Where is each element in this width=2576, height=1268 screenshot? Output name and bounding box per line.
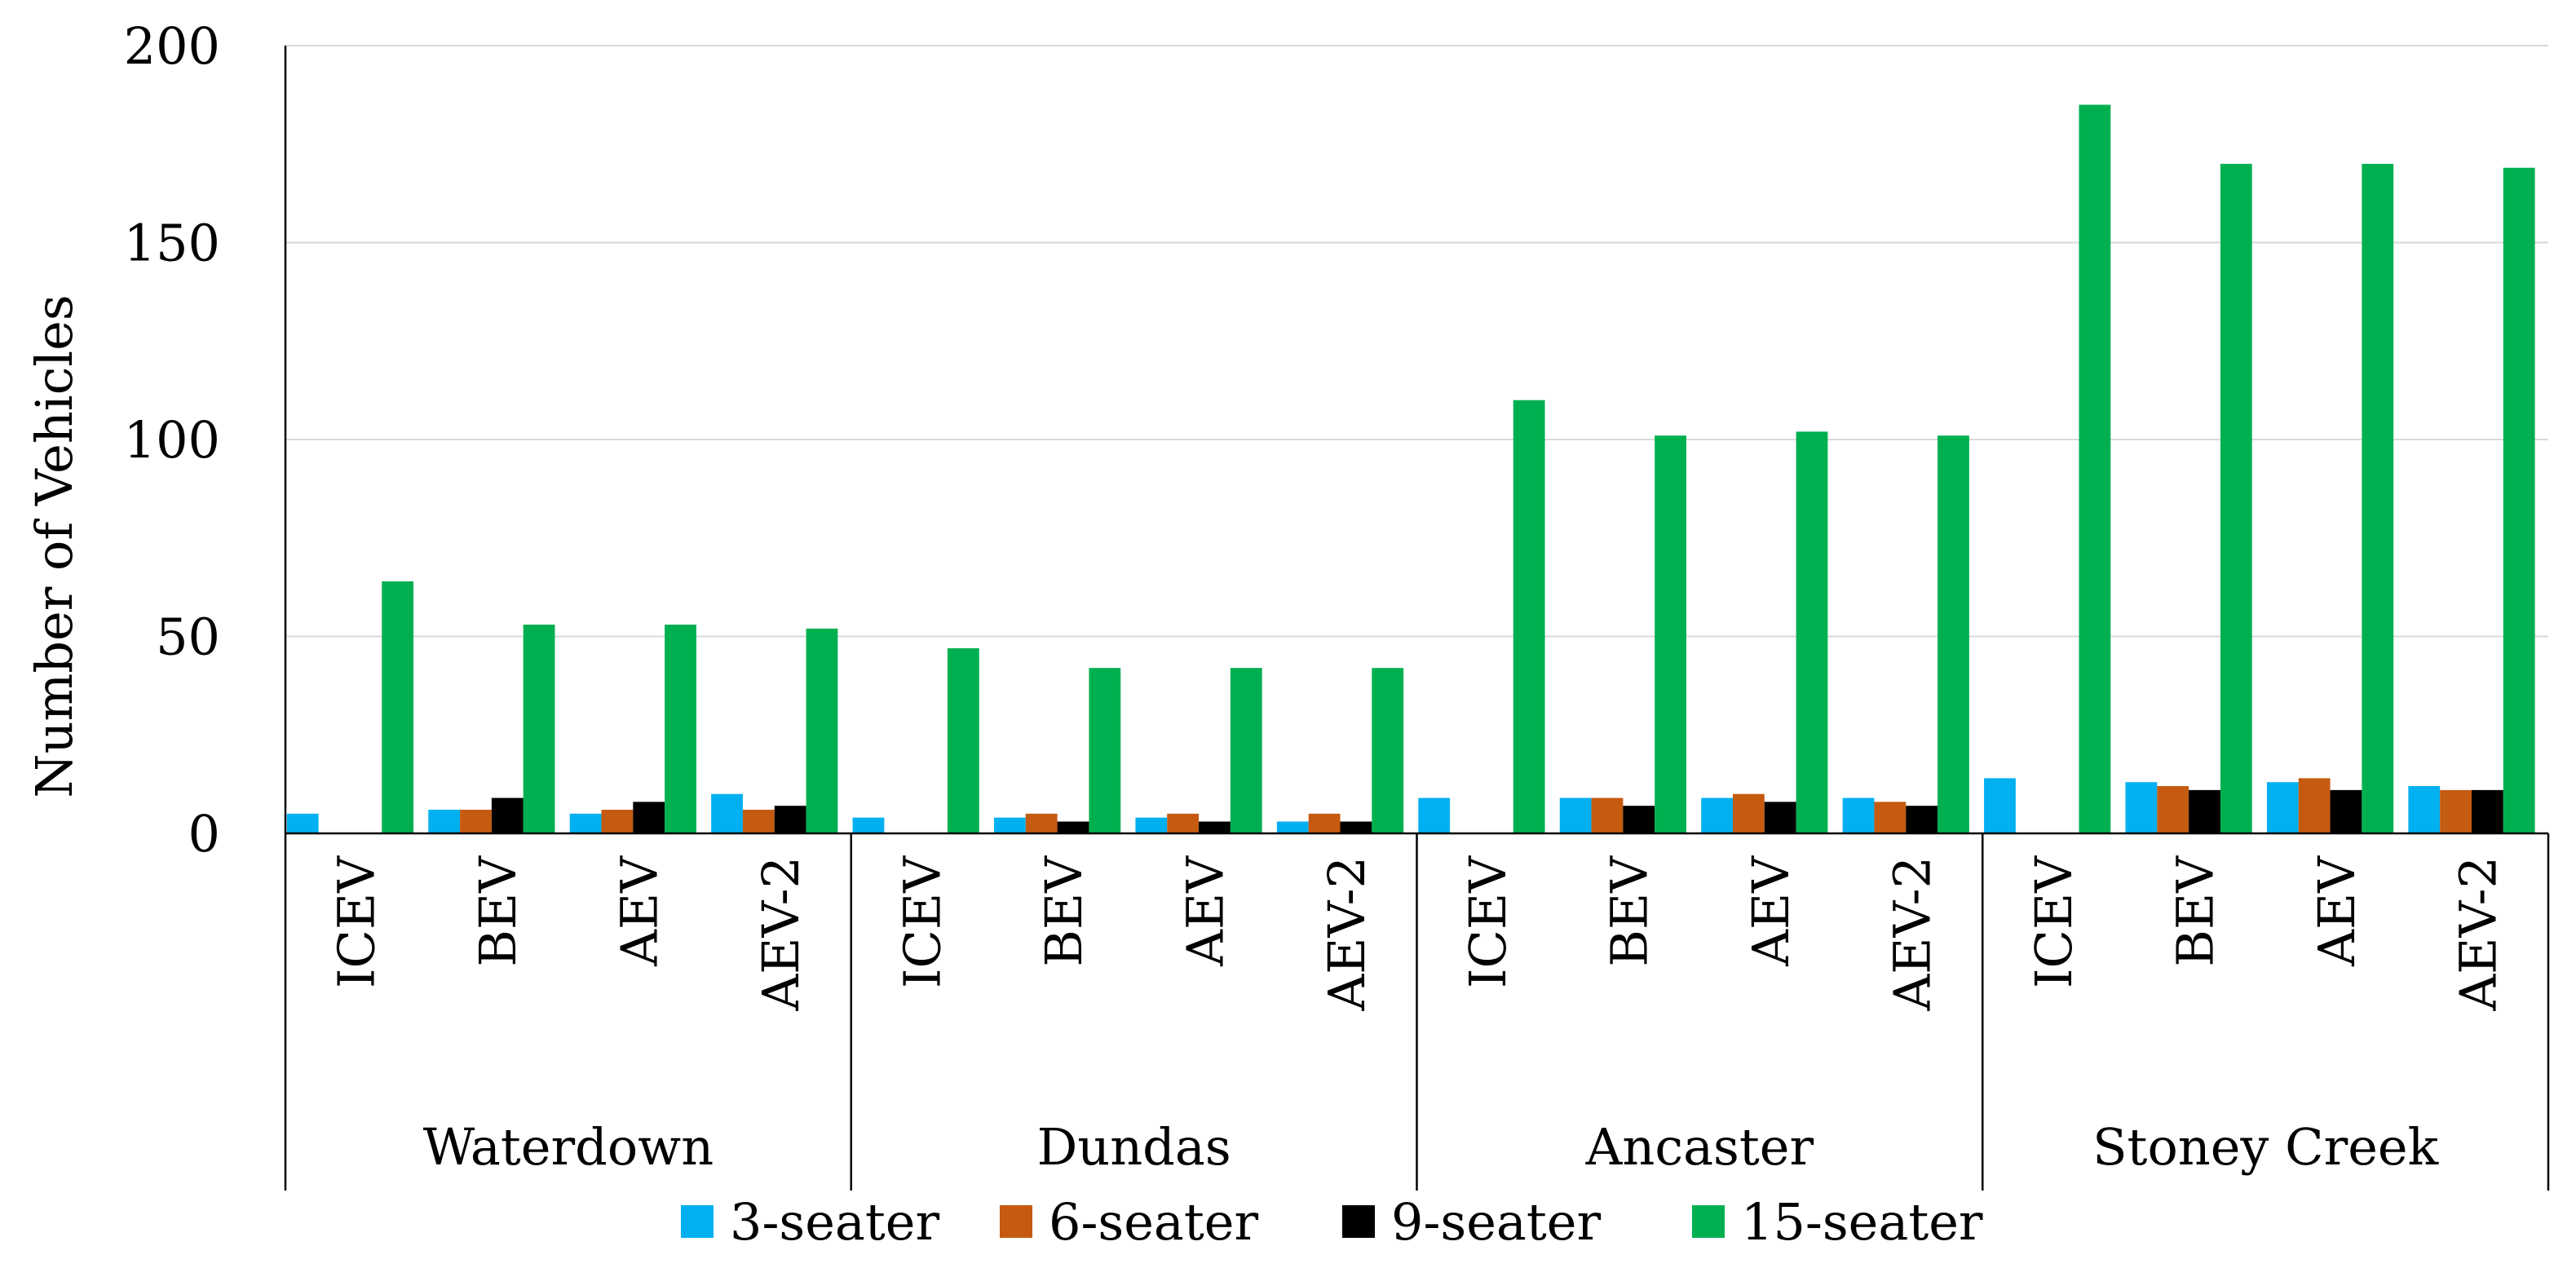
bar-15-seater [1655, 435, 1686, 833]
bar-6-seater [742, 810, 775, 833]
bar-3-seater [852, 817, 885, 833]
legend-label: 9-seater [1391, 1192, 1601, 1252]
category-label: AEV-2 [751, 856, 811, 1012]
bar-3-seater [1418, 797, 1451, 833]
legend: 3-seater 6-seater 9-seater 15-seater [681, 1192, 1983, 1252]
legend-swatch-6-seater [1000, 1205, 1032, 1238]
category-label: AEV [610, 855, 669, 967]
category-label: AEV-2 [2448, 856, 2508, 1012]
y-tick-label: 100 [124, 410, 220, 470]
y-axis-label: Number of Vehicles [24, 294, 84, 797]
bar-3-seater [711, 793, 743, 833]
bar-3-seater [2408, 786, 2441, 833]
bar-6-seater [460, 810, 492, 833]
bar-3-seater [1135, 817, 1168, 833]
y-tick-label: 200 [124, 16, 220, 76]
category-label: ICEV [892, 855, 952, 988]
group-label: Dundas [1037, 1117, 1231, 1177]
bar-3-seater [2266, 782, 2299, 833]
bar-6-seater [2298, 778, 2331, 833]
bar-9-seater [1340, 821, 1372, 833]
bar-15-seater [1230, 668, 1262, 833]
legend-swatch-3-seater [681, 1205, 714, 1238]
bar-3-seater [1701, 797, 1734, 833]
bar-6-seater [1167, 813, 1200, 833]
bar-9-seater [1199, 821, 1231, 833]
bar-6-seater [1874, 802, 1907, 833]
category-label: AEV [1741, 855, 1801, 967]
bar-15-seater [2220, 163, 2252, 833]
bar-6-seater [1733, 793, 1765, 833]
legend-label: 3-seater [730, 1192, 939, 1252]
bar-6-seater [2440, 789, 2472, 833]
bar-15-seater [947, 647, 979, 833]
group-label: Ancaster [1585, 1117, 1814, 1177]
bar-6-seater [1025, 813, 1058, 833]
category-label: AEV-2 [1317, 856, 1376, 1012]
y-tick-label: 0 [188, 804, 220, 864]
category-label: BEV [1034, 855, 1094, 967]
bar-9-seater [1906, 806, 1938, 833]
bar-6-seater [1308, 813, 1341, 833]
bar-15-seater [1796, 431, 1828, 833]
bar-15-seater [2503, 167, 2535, 834]
bar-15-seater [523, 625, 555, 833]
bar-6-seater [1591, 797, 1624, 833]
bar-15-seater [806, 628, 838, 833]
group-label: Waterdown [423, 1117, 714, 1177]
legend-swatch-9-seater [1342, 1205, 1375, 1238]
bar-6-seater [2157, 786, 2189, 833]
gridlines [285, 45, 2548, 638]
bar-6-seater [601, 810, 634, 833]
bar-15-seater [1513, 400, 1545, 833]
bar-9-seater [1764, 802, 1796, 833]
bar-3-seater [1559, 797, 1592, 833]
bar-15-seater [2079, 104, 2111, 833]
legend-swatch-15-seater [1692, 1205, 1725, 1238]
category-label: ICEV [2024, 855, 2083, 988]
bar-3-seater [994, 817, 1026, 833]
y-tick-label: 50 [156, 607, 220, 667]
category-label: BEV [2165, 855, 2225, 967]
bars [286, 104, 2535, 834]
bar-9-seater [2471, 789, 2503, 833]
category-label: BEV [1600, 855, 1659, 967]
category-label: ICEV [327, 855, 387, 988]
bar-9-seater [774, 806, 806, 833]
category-label: ICEV [1458, 855, 1518, 988]
category-label: AEV [1175, 855, 1235, 967]
bar-3-seater [428, 810, 461, 833]
bar-3-seater [1984, 778, 2016, 833]
legend-label: 15-seater [1741, 1192, 1983, 1252]
category-label: AEV [2307, 855, 2366, 967]
legend-label: 6-seater [1049, 1192, 1258, 1252]
bar-9-seater [491, 797, 524, 833]
bar-9-seater [1623, 806, 1655, 833]
bar-3-seater [1842, 797, 1875, 833]
bar-9-seater [2189, 789, 2220, 833]
group-label: Stoney Creek [2092, 1117, 2439, 1177]
category-label: AEV-2 [1883, 856, 1942, 1012]
bar-9-seater [633, 802, 665, 833]
bar-3-seater [569, 813, 602, 833]
bar-15-seater [382, 581, 414, 833]
group-labels: Waterdown Dundas Ancaster Stoney Creek [423, 1117, 2439, 1177]
bar-15-seater [1372, 668, 1404, 833]
bar-15-seater [665, 625, 696, 833]
bar-3-seater [286, 813, 319, 833]
axes [284, 46, 2550, 1191]
bar-15-seater [1089, 668, 1121, 833]
bar-9-seater [1057, 821, 1089, 833]
bar-3-seater [2125, 782, 2158, 833]
bar-9-seater [2330, 789, 2362, 833]
y-tick-labels: 0 50 100 150 200 [124, 16, 220, 864]
category-labels: ICEV BEV AEV AEV-2 ICEV BEV AEV AEV-2 ICEV BEV AEV… [327, 855, 2508, 1012]
bar-15-seater [2362, 163, 2394, 833]
bar-3-seater [1276, 821, 1309, 833]
y-tick-label: 150 [124, 214, 220, 273]
category-label: BEV [468, 855, 528, 967]
bar-15-seater [1938, 435, 1969, 833]
